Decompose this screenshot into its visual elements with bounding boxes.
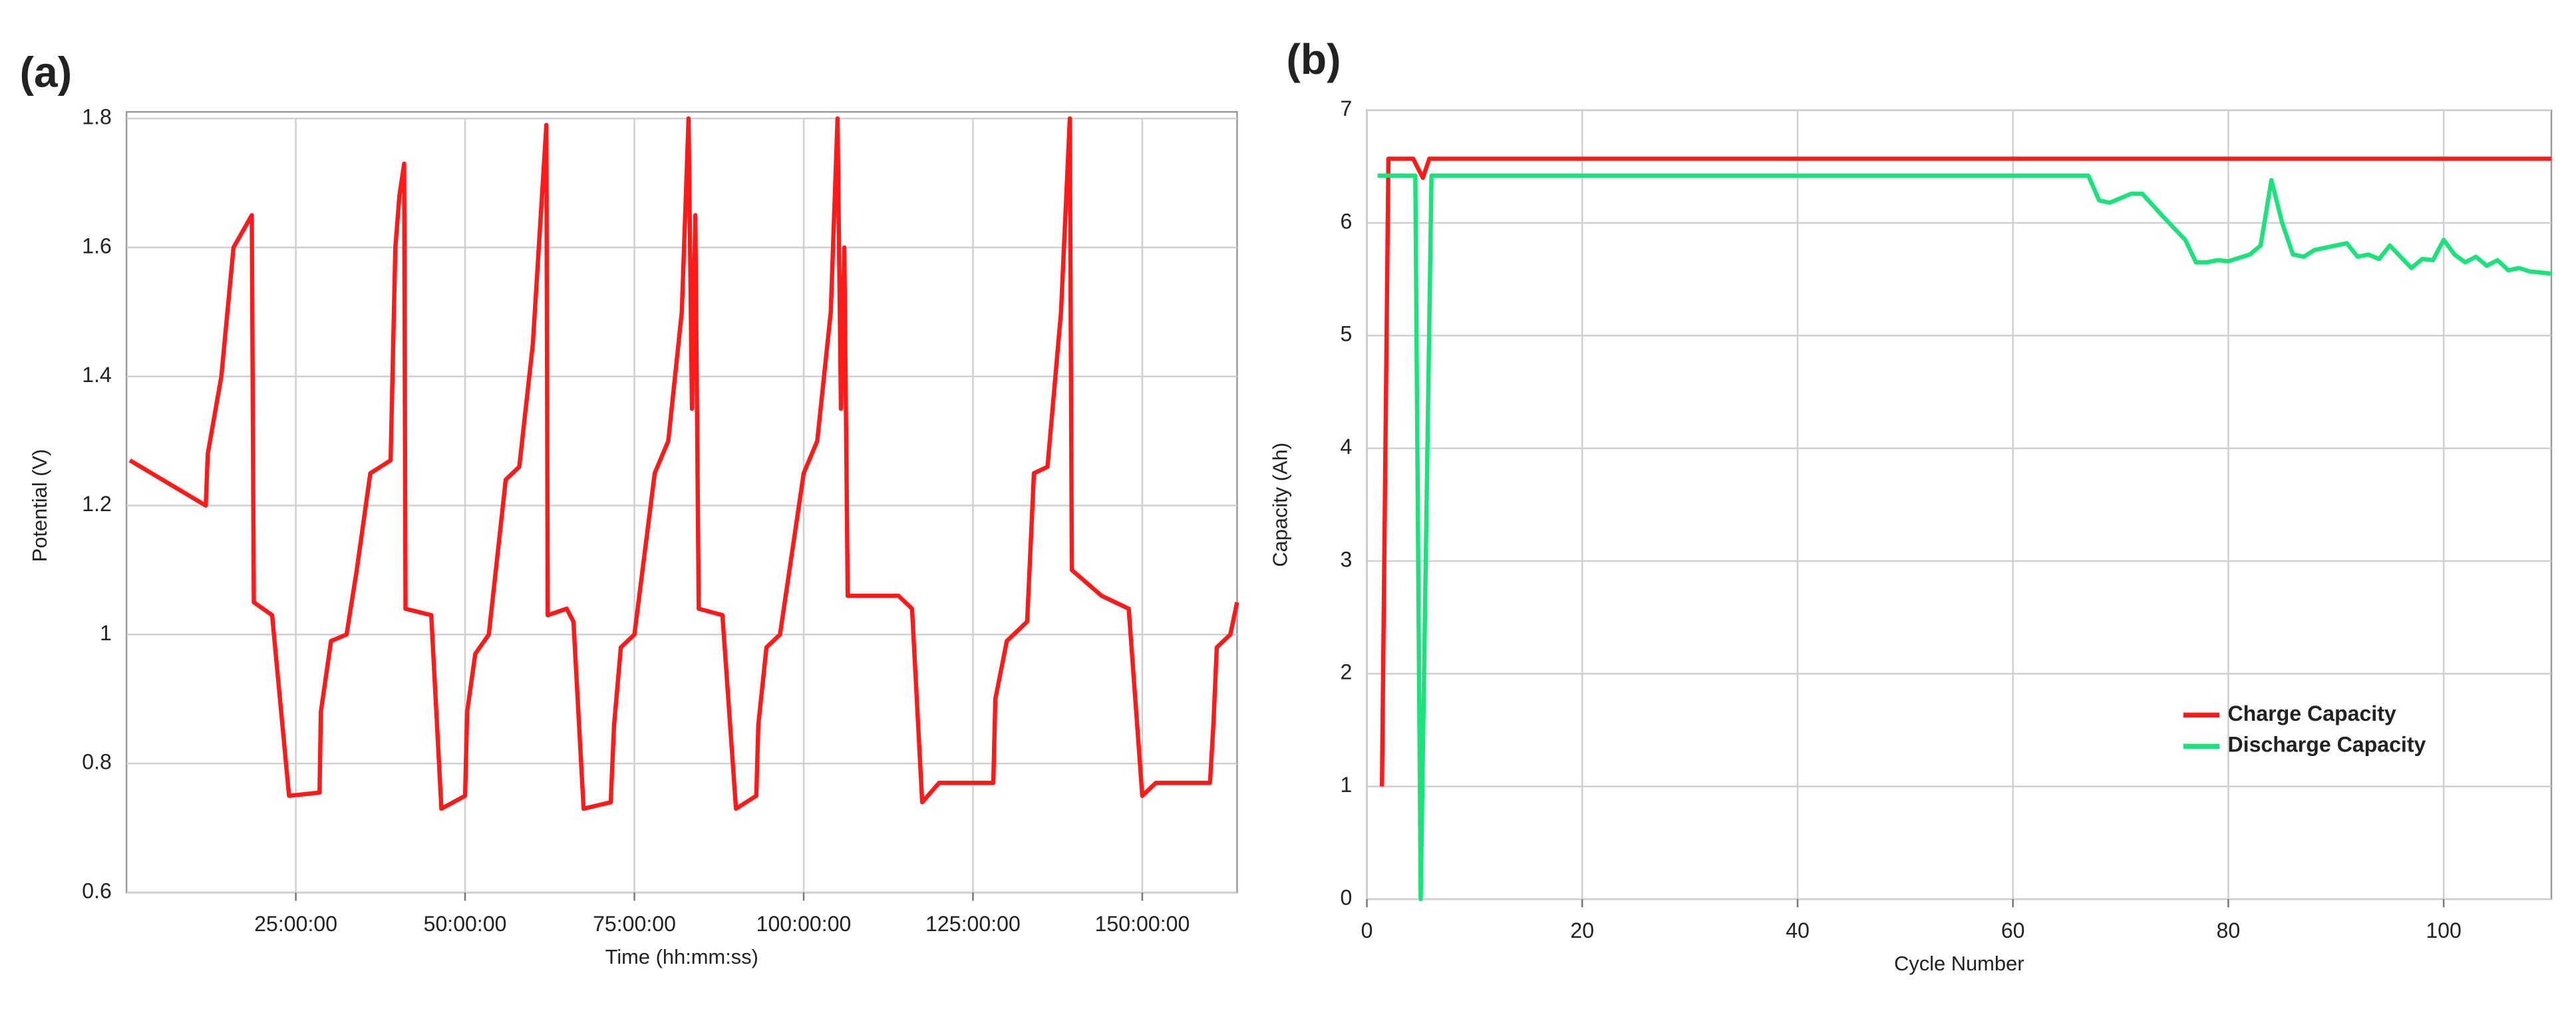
x-tick-label: 20 <box>1570 918 1594 942</box>
y-tick-label: 4 <box>1340 435 1352 459</box>
y-tick-label: 1.4 <box>82 363 112 387</box>
y-tick-label: 7 <box>1340 97 1352 120</box>
y-tick-label: 1 <box>100 621 112 645</box>
y-tick-label: 6 <box>1340 209 1352 233</box>
y-tick-label: 0.6 <box>82 879 112 903</box>
y-tick-label: 3 <box>1340 547 1352 571</box>
y-tick-label: 1.2 <box>82 492 112 516</box>
y-tick-label: 1.8 <box>82 104 112 128</box>
x-tick-label: 150:00:00 <box>1095 912 1190 936</box>
y-tick-label: 1.6 <box>82 234 112 258</box>
x-tick-label: 100 <box>2426 918 2462 942</box>
x-tick-label: 125:00:00 <box>925 912 1021 936</box>
y-tick-label: 1 <box>1340 773 1352 797</box>
x-tick-label: 60 <box>2001 918 2025 942</box>
x-tick-label: 80 <box>2217 918 2241 942</box>
plot-area <box>125 110 1238 894</box>
legend-label: Charge Capacity <box>2227 702 2396 725</box>
x-tick-label: 75:00:00 <box>593 912 676 936</box>
data-line <box>128 116 1239 811</box>
y-axis-title: Potential (V) <box>28 449 51 562</box>
y-axis-title: Capacity (Ah) <box>1268 443 1291 567</box>
y-tick-label: 0.8 <box>82 750 112 774</box>
panel-label: (b) <box>1287 35 1341 83</box>
x-axis-title: Cycle Number <box>1894 952 2024 975</box>
y-tick-label: 5 <box>1340 322 1352 346</box>
x-tick-label: 100:00:00 <box>756 912 852 936</box>
plot-area <box>1366 109 2553 901</box>
y-tick-label: 0 <box>1340 885 1352 909</box>
x-axis-title: Time (hh:mm:ss) <box>605 945 758 968</box>
y-tick-label: 2 <box>1340 660 1352 684</box>
x-tick-label: 0 <box>1361 918 1373 942</box>
x-tick-label: 40 <box>1786 918 1810 942</box>
panel-label: (a) <box>20 49 72 97</box>
data-line <box>1377 173 2552 902</box>
data-line <box>1379 156 2551 787</box>
x-tick-label: 25:00:00 <box>254 912 337 936</box>
legend-label: Discharge Capacity <box>2227 733 2426 757</box>
x-tick-label: 50:00:00 <box>424 912 507 936</box>
